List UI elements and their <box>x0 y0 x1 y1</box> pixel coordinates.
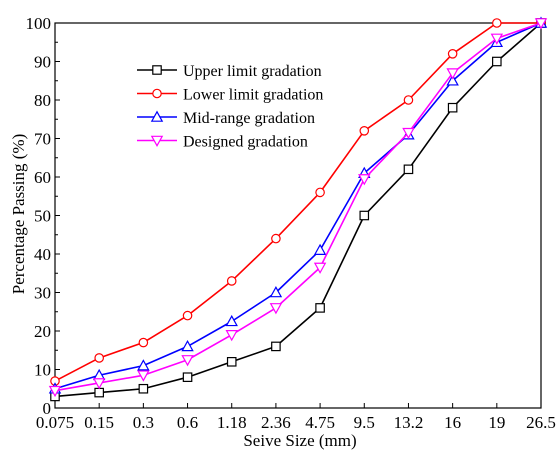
legend-label: Mid-range gradation <box>183 110 315 127</box>
data-point <box>358 174 371 186</box>
y-tick-label: 40 <box>34 245 51 264</box>
data-point <box>447 48 458 59</box>
data-point <box>271 233 281 244</box>
y-tick-label: 90 <box>34 53 51 72</box>
legend-marker <box>152 65 162 75</box>
data-point <box>490 33 504 45</box>
y-tick-label: 70 <box>34 130 51 149</box>
x-tick-label: 9.5 <box>354 413 375 432</box>
x-tick-label: 2.36 <box>261 413 291 432</box>
data-point <box>92 378 106 390</box>
series-3 <box>48 18 548 398</box>
data-point <box>315 303 325 313</box>
data-point <box>315 187 325 198</box>
y-tick-label: 60 <box>34 168 51 187</box>
series-0 <box>50 18 546 402</box>
data-point <box>271 341 281 352</box>
data-point <box>226 276 237 286</box>
legend-item: Mid-range gradation <box>137 110 315 127</box>
series-1 <box>50 18 546 386</box>
x-tick-label: 13.2 <box>394 413 424 432</box>
data-point <box>402 127 415 140</box>
data-point <box>138 383 149 394</box>
legend: Upper limit gradation Lower limit gradati… <box>137 63 323 151</box>
data-point <box>403 95 414 105</box>
legend-item: Lower limit gradation <box>137 87 323 104</box>
data-point <box>182 310 193 321</box>
series-line <box>54 22 542 390</box>
data-point <box>446 68 459 80</box>
y-axis-title: Percentage Passing (%) <box>9 134 28 295</box>
y-axis-ticks: 0 10 20 30 40 50 60 70 80 90 100 <box>26 14 60 418</box>
legend-marker <box>152 88 162 99</box>
data-point <box>137 359 150 371</box>
x-tick-label: 26.5 <box>526 413 556 432</box>
data-point <box>492 18 502 28</box>
data-point <box>447 102 458 113</box>
data-point <box>313 243 327 255</box>
data-point <box>182 372 193 382</box>
data-point <box>137 370 150 382</box>
y-tick-label: 0 <box>43 399 52 418</box>
y-tick-label: 100 <box>26 14 52 33</box>
x-tick-label: 0.15 <box>84 413 114 432</box>
x-axis-title: Seive Size (mm) <box>243 431 356 450</box>
x-tick-label: 0.3 <box>133 413 154 432</box>
series-line <box>54 22 541 382</box>
data-point <box>359 210 370 221</box>
x-tick-label: 4.75 <box>305 413 335 432</box>
data-point <box>534 18 548 30</box>
data-point <box>225 330 238 342</box>
x-tick-label: 0.6 <box>177 413 198 432</box>
data-point <box>94 353 104 363</box>
legend-label: Lower limit gradation <box>183 87 323 104</box>
data-point <box>403 164 414 175</box>
x-tick-label: 0.075 <box>36 413 74 432</box>
x-axis-ticks: 0.075 0.15 0.3 0.6 1.18 2.36 4.75 9.5 13.2 16 19 26… <box>36 403 556 432</box>
legend-item: Upper limit gradation <box>137 63 322 80</box>
data-point <box>313 262 327 274</box>
legend-label: Upper limit gradation <box>183 63 322 80</box>
data-point <box>226 357 237 367</box>
data-point <box>225 314 238 327</box>
x-tick-label: 1.18 <box>217 413 247 432</box>
y-tick-label: 20 <box>34 322 51 341</box>
legend-item: Designed gradation <box>137 134 308 151</box>
data-point <box>94 387 104 398</box>
series-line <box>54 22 542 392</box>
data-point <box>359 126 370 136</box>
data-point <box>181 355 194 367</box>
legend-label: Designed gradation <box>183 134 308 151</box>
legend-marker <box>150 110 164 122</box>
data-point <box>446 74 459 86</box>
x-tick-label: 16 <box>444 413 461 432</box>
series-line <box>54 22 542 398</box>
data-point <box>269 286 283 298</box>
data-point <box>48 385 62 398</box>
y-tick-label: 80 <box>34 91 51 110</box>
y-tick-label: 30 <box>34 284 51 303</box>
data-point <box>181 339 194 352</box>
x-tick-label: 19 <box>488 413 505 432</box>
data-point <box>492 56 502 67</box>
y-tick-label: 10 <box>34 361 51 380</box>
legend-marker <box>150 135 164 147</box>
series-layer <box>48 16 548 402</box>
data-point <box>269 303 283 315</box>
data-point <box>138 337 149 348</box>
y-tick-label: 50 <box>34 207 51 226</box>
